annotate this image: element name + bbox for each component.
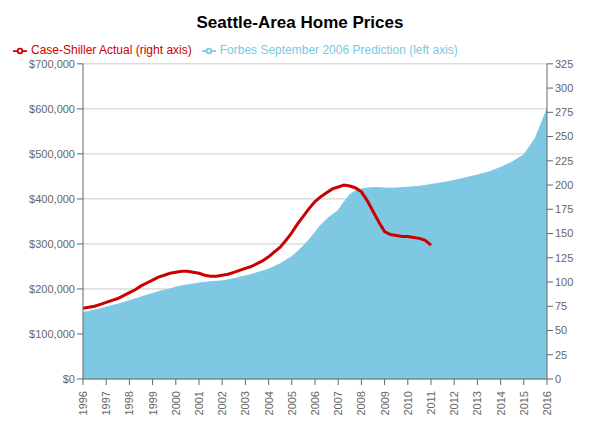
svg-text:2012: 2012	[448, 391, 460, 415]
svg-text:1996: 1996	[77, 391, 89, 415]
svg-text:2004: 2004	[263, 391, 275, 415]
svg-text:1998: 1998	[123, 391, 135, 415]
svg-text:$400,000: $400,000	[29, 193, 75, 205]
svg-text:2001: 2001	[193, 391, 205, 415]
svg-text:2013: 2013	[471, 391, 483, 415]
svg-text:$700,000: $700,000	[29, 58, 75, 70]
svg-text:$300,000: $300,000	[29, 238, 75, 250]
svg-text:300: 300	[555, 82, 573, 94]
svg-text:2015: 2015	[518, 391, 530, 415]
svg-text:2009: 2009	[379, 391, 391, 415]
svg-text:$0: $0	[63, 373, 75, 385]
svg-text:2014: 2014	[495, 391, 507, 415]
svg-text:1999: 1999	[147, 391, 159, 415]
svg-text:275: 275	[555, 106, 573, 118]
svg-text:325: 325	[555, 58, 573, 70]
svg-text:2011: 2011	[425, 391, 437, 415]
svg-text:25: 25	[555, 349, 567, 361]
svg-text:50: 50	[555, 324, 567, 336]
svg-text:2007: 2007	[332, 391, 344, 415]
svg-text:2003: 2003	[239, 391, 251, 415]
svg-text:2005: 2005	[286, 391, 298, 415]
svg-text:$100,000: $100,000	[29, 328, 75, 340]
svg-text:225: 225	[555, 155, 573, 167]
html-text:Case-Shiller Actual (right axi: Case-Shiller Actual (right axis)	[31, 43, 192, 57]
svg-text:125: 125	[555, 252, 573, 264]
svg-text:2016: 2016	[541, 391, 553, 415]
svg-text:175: 175	[555, 203, 573, 215]
html-text:Forbes September 2006 Predicti: Forbes September 2006 Prediction (left a…	[219, 43, 458, 57]
svg-text:2010: 2010	[402, 391, 414, 415]
svg-text:250: 250	[555, 130, 573, 142]
svg-text:2006: 2006	[309, 391, 321, 415]
svg-text:1997: 1997	[100, 391, 112, 415]
svg-text:$200,000: $200,000	[29, 283, 75, 295]
svg-text:100: 100	[555, 276, 573, 288]
svg-text:200: 200	[555, 179, 573, 191]
svg-text:150: 150	[555, 227, 573, 239]
svg-text:2008: 2008	[355, 391, 367, 415]
html-text:Seattle-Area Home Prices: Seattle-Area Home Prices	[196, 13, 404, 32]
svg-text:$500,000: $500,000	[29, 148, 75, 160]
svg-text:0: 0	[555, 373, 561, 385]
svg-text:$600,000: $600,000	[29, 103, 75, 115]
svg-text:75: 75	[555, 300, 567, 312]
svg-text:2002: 2002	[216, 391, 228, 415]
svg-text:2000: 2000	[170, 391, 182, 415]
